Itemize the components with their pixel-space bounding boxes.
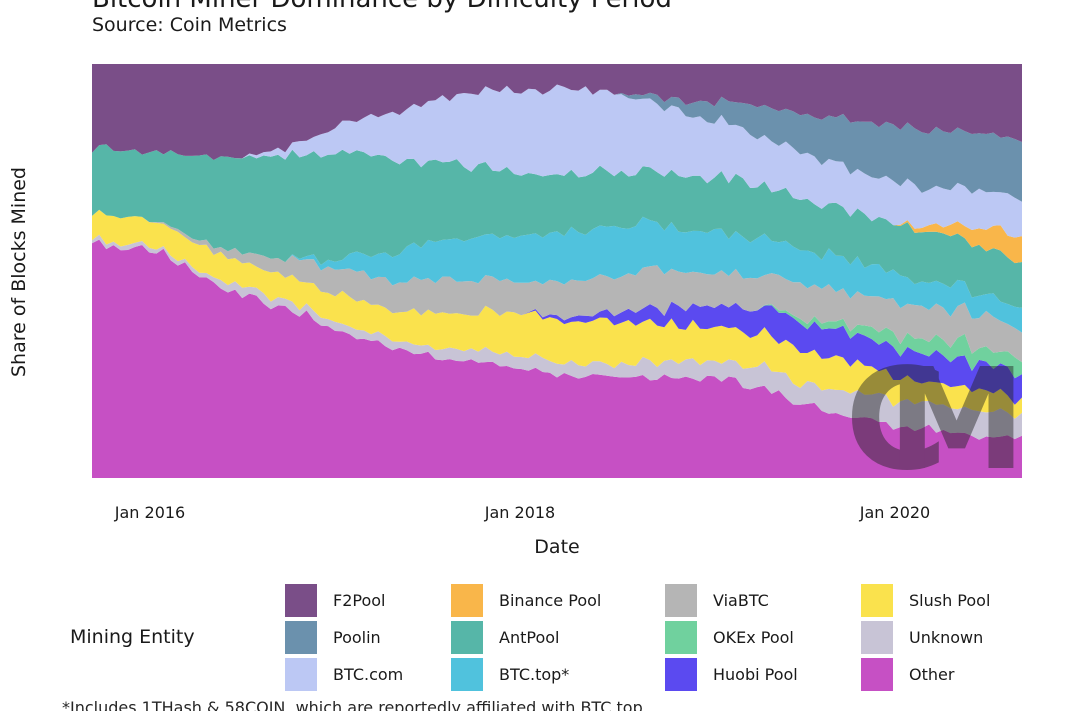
legend-item: AntPool — [451, 621, 665, 654]
area-btc-top- — [92, 209, 1022, 333]
area-btc-com — [92, 84, 1022, 238]
legend-item-label: OKEx Pool — [713, 628, 794, 647]
area-unknown — [92, 234, 1022, 440]
legend: F2Pool Poolin BTC.com Binance Pool AntPool BT… — [285, 584, 1061, 695]
legend-swatch — [665, 658, 697, 691]
legend-column: Binance Pool AntPool BTC.top* — [451, 584, 665, 695]
legend-item: Unknown — [861, 621, 1061, 654]
legend-swatch — [451, 584, 483, 617]
legend-swatch — [451, 658, 483, 691]
legend-column: Slush Pool Unknown Other — [861, 584, 1061, 695]
legend-swatch — [285, 584, 317, 617]
area-viabtc — [92, 209, 1022, 363]
x-tick-jan-2018: Jan 2018 — [484, 503, 556, 522]
area-f2pool — [92, 64, 1022, 160]
area-other — [92, 239, 1022, 478]
legend-swatch — [665, 584, 697, 617]
x-tick-jan-2016: Jan 2016 — [114, 503, 186, 522]
x-axis-label: Date — [534, 536, 580, 558]
legend-item-label: Poolin — [333, 628, 381, 647]
legend-item: Binance Pool — [451, 584, 665, 617]
legend-column: F2Pool Poolin BTC.com — [285, 584, 451, 695]
legend-item-label: Huobi Pool — [713, 665, 798, 684]
area-antpool — [92, 144, 1022, 308]
x-tick-jan-2020: Jan 2020 — [859, 503, 931, 522]
legend-item-label: Unknown — [909, 628, 984, 647]
legend-swatch — [285, 658, 317, 691]
legend-item-label: BTC.top* — [499, 665, 570, 684]
stacked-area-svg: C M — [92, 64, 1022, 478]
legend-item-label: Slush Pool — [909, 591, 991, 610]
legend-item: BTC.com — [285, 658, 451, 691]
legend-item-label: BTC.com — [333, 665, 404, 684]
legend-swatch — [665, 621, 697, 654]
legend-swatch — [285, 621, 317, 654]
legend-item-label: Other — [909, 665, 955, 684]
watermark-letter-c: C — [845, 339, 948, 478]
area-poolin — [92, 84, 1022, 202]
legend-item-label: ViaBTC — [713, 591, 769, 610]
legend-swatch — [861, 658, 893, 691]
plot-area: C M — [92, 64, 1022, 478]
legend-item: Poolin — [285, 621, 451, 654]
area-series-group — [92, 64, 1022, 478]
footnote: *Includes 1THash & 58COIN, which are rep… — [62, 698, 643, 711]
legend-swatch — [861, 621, 893, 654]
legend-column: ViaBTC OKEx Pool Huobi Pool — [665, 584, 861, 695]
legend-item: Other — [861, 658, 1061, 691]
legend-swatch — [861, 584, 893, 617]
legend-item: ViaBTC — [665, 584, 861, 617]
legend-swatch — [451, 621, 483, 654]
legend-item: BTC.top* — [451, 658, 665, 691]
chart-title: Bitcoin Miner Dominance by Difficulty Pe… — [92, 0, 672, 12]
area-slush-pool — [92, 209, 1022, 419]
legend-item: OKEx Pool — [665, 621, 861, 654]
legend-item-label: Binance Pool — [499, 591, 602, 610]
y-axis-label: Share of Blocks Mined — [8, 167, 30, 378]
legend-title: Mining Entity — [70, 626, 195, 648]
watermark-letter-m: M — [887, 339, 1022, 478]
chart-subtitle: Source: Coin Metrics — [92, 14, 287, 36]
watermark-cm: C M — [845, 339, 1022, 478]
legend-item: Huobi Pool — [665, 658, 861, 691]
legend-item-label: F2Pool — [333, 591, 386, 610]
legend-item-label: AntPool — [499, 628, 560, 647]
legend-item: F2Pool — [285, 584, 451, 617]
legend-item: Slush Pool — [861, 584, 1061, 617]
